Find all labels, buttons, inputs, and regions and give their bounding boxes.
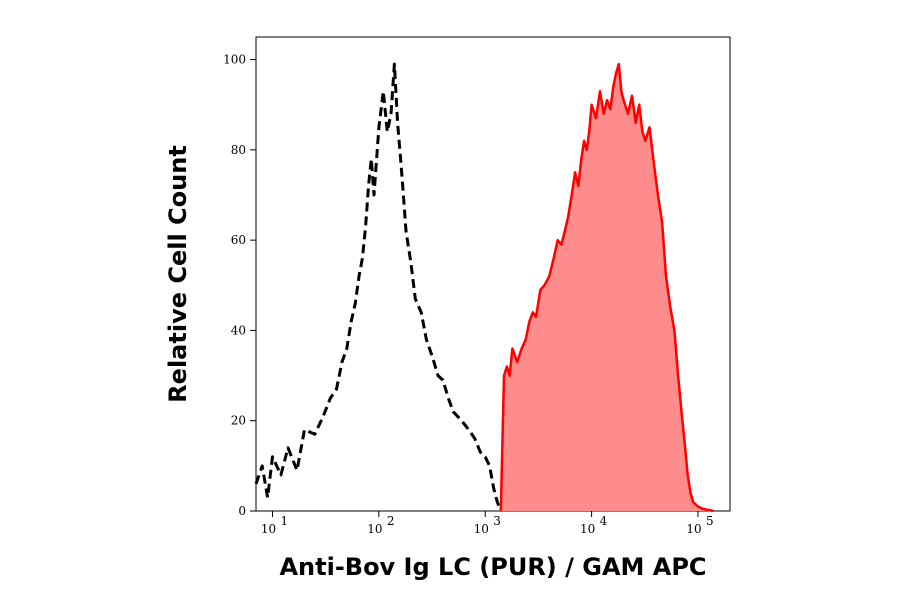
y-tick-label: 100 [223,53,246,67]
x-tick-label: 10 [261,522,276,536]
series-1-line [499,62,714,513]
x-tick-exponent: 5 [706,514,714,528]
x-tick-exponent: 1 [280,514,288,528]
x-tick-label: 10 [686,522,701,536]
plot-frame [255,36,731,512]
x-tick-exponent: 4 [600,514,608,528]
y-tick-label: 80 [231,143,246,157]
y-axis-ticks: 0 20 40 60 80 100 [223,53,256,518]
x-axis-ticks: 10 1 10 2 10 3 10 4 10 5 [261,511,714,536]
x-tick-label: 10 [367,522,382,536]
y-tick-label: 40 [231,323,246,337]
x-tick-exponent: 2 [387,514,395,528]
series-0-line [254,62,503,512]
y-tick-label: 20 [231,414,246,428]
x-tick-exponent: 3 [493,514,501,528]
y-tick-label: 0 [238,504,246,518]
x-axis-title: Anti-Bov Ig LC (PUR) / GAM APC [279,553,706,581]
y-axis-title: Relative Cell Count [164,145,192,403]
x-tick-label: 10 [580,522,595,536]
series-1-area [500,64,714,511]
series-layer [254,62,714,513]
y-tick-label: 60 [231,233,246,247]
x-tick-label: 10 [474,522,489,536]
